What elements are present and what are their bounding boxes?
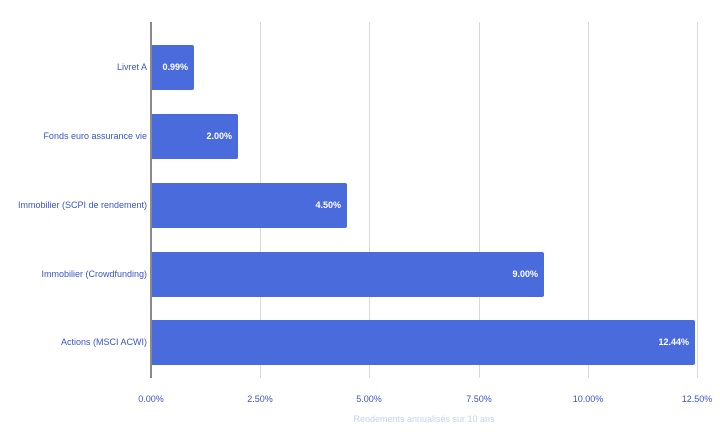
x-tick-label: 0.00% bbox=[138, 394, 164, 404]
y-axis-line bbox=[150, 22, 152, 378]
gridline-12-5 bbox=[697, 22, 698, 378]
category-label: Immobilier (SCPI de rendement) bbox=[17, 200, 147, 210]
x-axis-title: Rendements annualisés sur 10 ans bbox=[353, 414, 495, 424]
bar-value-label: 12.44% bbox=[658, 337, 689, 347]
gridline-5 bbox=[369, 22, 370, 378]
x-tick-label: 7.50% bbox=[466, 394, 492, 404]
x-tick-label: 12.50% bbox=[681, 394, 713, 404]
x-tick-label: 5.00% bbox=[356, 394, 382, 404]
category-label: Fonds euro assurance vie bbox=[43, 131, 147, 141]
bar-livret-a[interactable]: 0.99% bbox=[151, 45, 194, 90]
bar-value-label: 4.50% bbox=[315, 200, 341, 210]
gridline-7-5 bbox=[479, 22, 480, 378]
x-tick-label: 2.50% bbox=[247, 394, 273, 404]
bar-value-label: 2.00% bbox=[206, 131, 232, 141]
bar-actions[interactable]: 12.44% bbox=[151, 320, 695, 365]
bar-scpi[interactable]: 4.50% bbox=[151, 183, 347, 228]
bar-fonds-euro[interactable]: 2.00% bbox=[151, 114, 238, 159]
bar-value-label: 0.99% bbox=[162, 62, 188, 72]
category-label: Immobilier (Crowdfunding) bbox=[41, 269, 147, 279]
category-label: Actions (MSCI ACWI) bbox=[60, 337, 147, 347]
category-label: Livret A bbox=[116, 62, 147, 72]
bar-crowdfunding[interactable]: 9.00% bbox=[151, 252, 544, 297]
gridline-10 bbox=[588, 22, 589, 378]
x-tick-label: 10.00% bbox=[572, 394, 604, 404]
bar-value-label: 9.00% bbox=[512, 269, 538, 279]
